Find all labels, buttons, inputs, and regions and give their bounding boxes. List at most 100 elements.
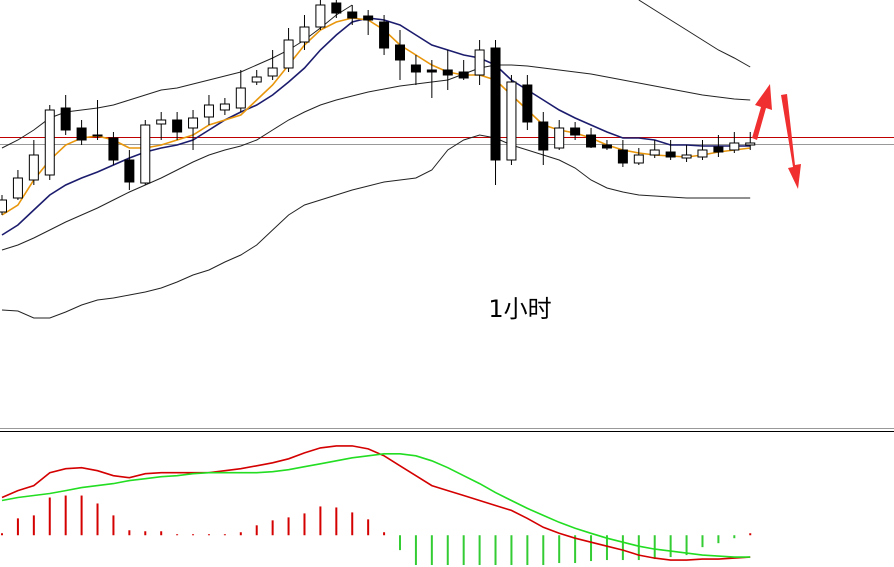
candle-body <box>426 69 437 73</box>
candle-body <box>28 154 39 181</box>
indicator-line <box>1 134 751 319</box>
candle-body <box>315 4 326 28</box>
candle-body <box>697 149 708 158</box>
macd-line <box>1 453 751 558</box>
histogram-bar <box>526 535 529 566</box>
histogram-bar <box>399 535 401 551</box>
candle-body <box>76 127 87 141</box>
up-arrow <box>752 84 772 140</box>
candle-body <box>395 44 405 61</box>
candle-body <box>251 76 262 83</box>
histogram-bar <box>446 535 449 566</box>
histogram-bar <box>96 503 99 536</box>
candle-body <box>267 67 278 77</box>
candle-body <box>203 104 214 118</box>
candle-body <box>410 64 421 73</box>
histogram-bar <box>510 535 513 566</box>
down-arrow <box>781 94 801 189</box>
histogram-bar <box>749 533 752 536</box>
candle-body <box>299 26 310 43</box>
candle-body <box>570 127 581 136</box>
price-panel <box>0 0 894 319</box>
histogram-bar <box>160 531 163 536</box>
histogram-bar <box>32 515 35 536</box>
histogram-bar <box>223 534 226 536</box>
histogram-bar <box>112 515 115 536</box>
macd-line <box>1 445 751 561</box>
histogram-bar <box>478 535 481 566</box>
candle-body <box>219 103 230 111</box>
histogram-bar <box>717 535 720 544</box>
histogram-bar <box>558 535 561 564</box>
candle-body <box>60 107 71 131</box>
candle-body <box>379 21 390 49</box>
candle-body <box>474 49 485 76</box>
histogram-bar <box>1 533 3 536</box>
candle-body <box>665 151 676 158</box>
histogram-bar <box>621 535 624 561</box>
histogram-bar <box>494 535 497 566</box>
candle-body <box>617 149 628 164</box>
candle-body <box>283 39 294 69</box>
candle-body <box>633 154 644 164</box>
histogram-bar <box>128 530 131 536</box>
candle-body <box>681 154 692 159</box>
candle-body <box>729 142 740 151</box>
histogram-bar <box>207 534 210 536</box>
candle-body <box>92 134 103 137</box>
indicator-line <box>1 17 751 216</box>
histogram-bar <box>383 532 386 536</box>
indicator-line <box>1 0 751 149</box>
candle-body <box>442 69 453 76</box>
histogram-bar <box>144 531 147 536</box>
histogram-bar <box>239 532 242 536</box>
candle-body <box>347 11 358 19</box>
histogram-bar <box>685 535 688 556</box>
candle-body <box>172 119 183 133</box>
timeframe-label: 1小时 <box>488 295 551 323</box>
histogram-bar <box>414 535 417 566</box>
candle-body <box>713 146 724 153</box>
candle-body <box>188 117 199 129</box>
histogram-bar <box>367 519 370 536</box>
candle-body <box>522 84 533 123</box>
candle-body <box>12 177 23 199</box>
histogram-bar <box>462 535 465 566</box>
histogram-bar <box>637 535 640 561</box>
histogram-bar <box>48 497 51 536</box>
candle-body <box>156 119 167 125</box>
candle-body <box>44 109 55 176</box>
candle-body <box>363 15 374 21</box>
candle-body <box>0 199 7 213</box>
histogram-bar <box>192 534 195 536</box>
histogram-bar <box>701 535 704 548</box>
macd-panel <box>1 445 752 566</box>
candle-body <box>108 137 119 161</box>
candle-body <box>490 47 501 161</box>
histogram-bar <box>16 518 19 536</box>
candle-body <box>554 127 565 149</box>
candle-body <box>124 159 135 183</box>
candle-body <box>506 81 517 161</box>
candle-body <box>458 71 469 79</box>
histogram-bar <box>653 535 656 560</box>
histogram-bar <box>430 535 433 566</box>
histogram-bar <box>303 513 306 536</box>
candle-body <box>649 149 660 156</box>
histogram-bar <box>287 517 290 536</box>
histogram-bar <box>605 535 608 561</box>
histogram-bar <box>351 512 354 536</box>
histogram-bar <box>255 525 258 536</box>
candle-body <box>586 134 597 148</box>
histogram-bar <box>319 506 322 536</box>
candle-body <box>601 144 612 149</box>
candle-body <box>538 121 549 151</box>
histogram-bar <box>733 535 736 539</box>
candle-body <box>331 2 342 14</box>
histogram-bar <box>669 535 672 558</box>
candle-body <box>235 87 246 109</box>
histogram-bar <box>271 520 274 536</box>
histogram-bar <box>80 495 83 536</box>
